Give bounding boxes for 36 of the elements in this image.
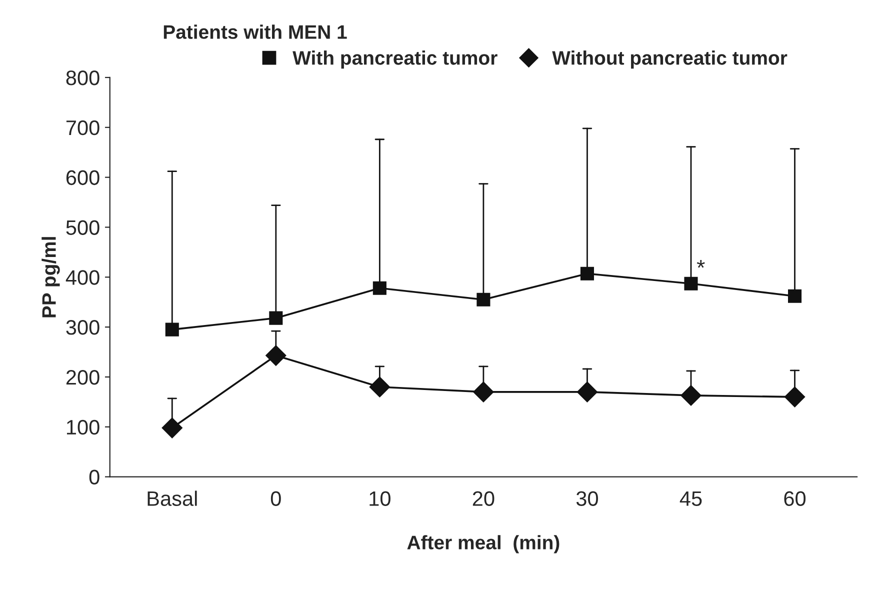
point	[369, 376, 390, 398]
point	[784, 386, 806, 408]
chart-title: Patients with MEN 1	[164, 24, 347, 39]
y-tick-label: 700	[66, 120, 100, 136]
x-tick-label: Basal	[148, 490, 197, 506]
x-tick-label: 30	[576, 491, 598, 506]
y-tick-label: 500	[66, 220, 100, 235]
x-tick-label: 0	[270, 491, 281, 506]
point	[165, 322, 179, 336]
x-tick-label: 10	[370, 491, 390, 506]
point	[576, 382, 598, 402]
point	[476, 292, 490, 306]
point	[266, 345, 286, 366]
legend-label: With pancreatic tumor	[292, 50, 498, 69]
x-axis-title: After meal (min)	[407, 535, 560, 554]
point	[788, 289, 802, 303]
y-axis-title: PP pg/ml	[42, 237, 60, 318]
y-tick-label: 100	[66, 420, 100, 435]
legend-label: Without pancreatic tumor	[552, 50, 788, 69]
point	[269, 311, 283, 325]
point	[580, 266, 594, 280]
point	[473, 382, 494, 402]
y-tick-label: 200	[66, 370, 100, 385]
x-tick-label: 60	[784, 491, 806, 506]
y-tick-label: 600	[66, 170, 100, 186]
y-tick-label: 0	[89, 470, 100, 485]
annotation: *	[696, 260, 705, 268]
point	[680, 385, 702, 406]
point	[162, 418, 182, 438]
point	[684, 276, 698, 290]
x-tick-label: 45	[680, 491, 702, 506]
y-tick-label: 800	[66, 70, 100, 86]
x-tick-label: 20	[472, 491, 494, 506]
point	[372, 281, 386, 295]
y-tick-label: 300	[66, 320, 100, 335]
y-tick-label: 400	[66, 270, 100, 285]
